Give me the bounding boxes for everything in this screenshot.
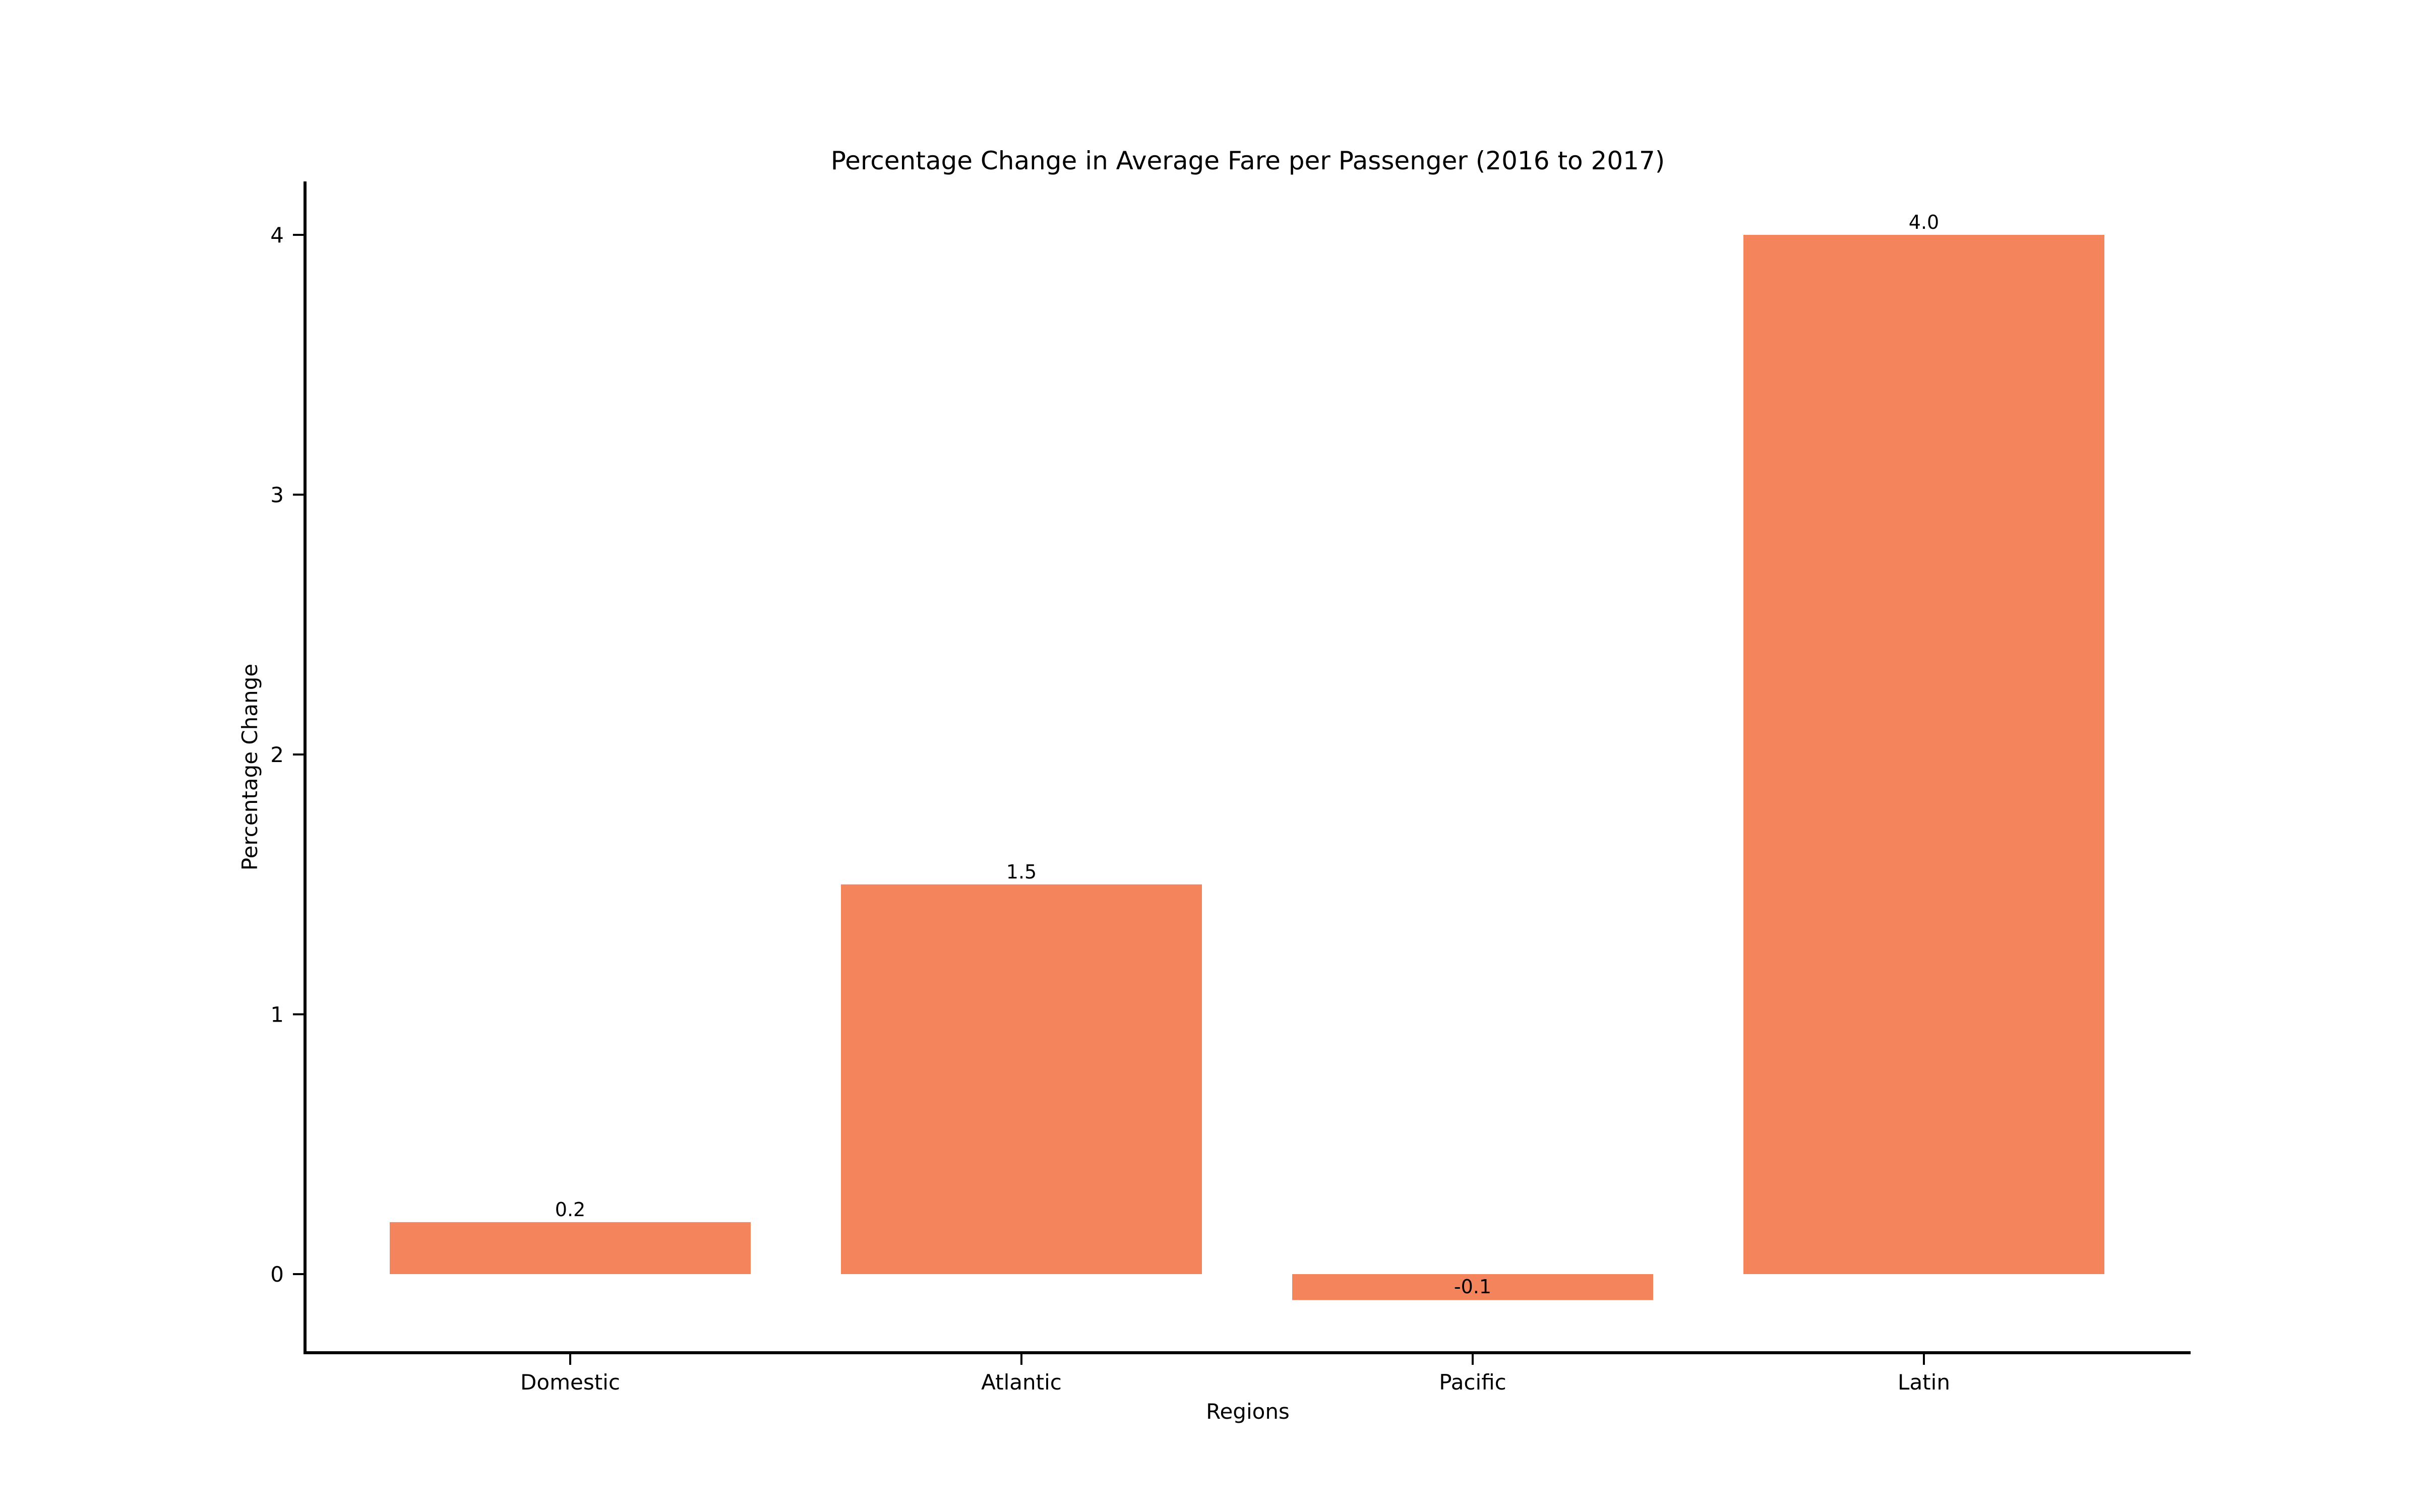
bar-latin [1743,235,2104,1274]
x-axis-label: Regions [1206,1399,1290,1424]
bar-atlantic [841,884,1202,1274]
bar-domestic [390,1222,751,1274]
y-tick-label-0: 0 [270,1262,284,1287]
bar-pacific [1292,1274,1653,1300]
y-axis-label: Percentage Change [237,664,262,870]
y-tick-label-2: 2 [270,742,284,767]
x-tick-label-pacific: Pacific [1439,1370,1506,1395]
data-label-pacific: -0.1 [1454,1276,1491,1298]
data-labels-layer: 0.2 1.5 -0.1 4.0 [555,211,1939,1298]
y-ticks-layer: 0 1 2 3 4 [270,223,305,1287]
data-label-atlantic: 1.5 [1006,861,1037,883]
x-tick-label-atlantic: Atlantic [981,1370,1062,1395]
x-tick-label-domestic: Domestic [520,1370,620,1395]
data-label-domestic: 0.2 [555,1199,585,1221]
x-ticks-layer: Domestic Atlantic Pacific Latin [520,1353,1950,1395]
chart-title: Percentage Change in Average Fare per Pa… [831,146,1665,175]
bars-layer [390,235,2104,1300]
y-tick-label-3: 3 [270,483,284,508]
y-tick-label-1: 1 [270,1002,284,1027]
x-tick-label-latin: Latin [1898,1370,1950,1395]
data-label-latin: 4.0 [1909,211,1939,233]
y-tick-label-4: 4 [270,223,284,247]
